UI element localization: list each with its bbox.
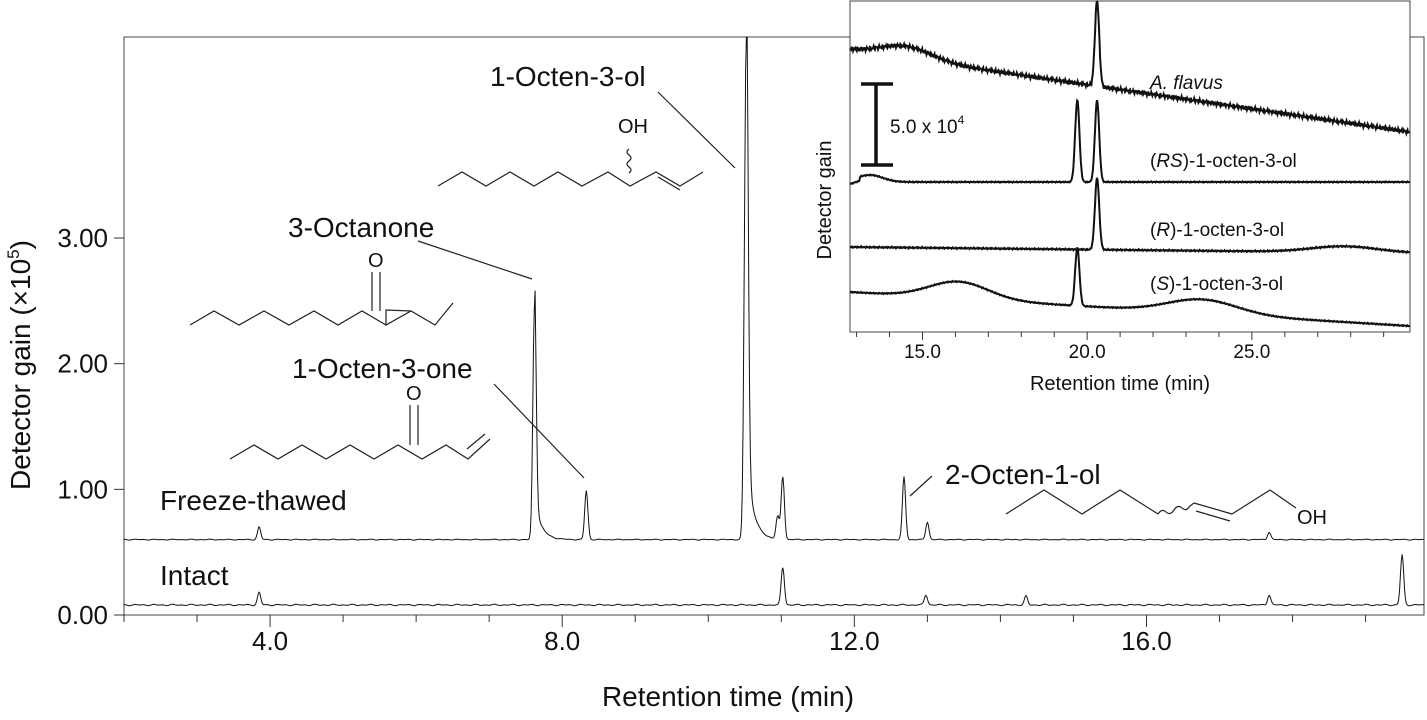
structure-1-octen-3-one bbox=[229, 405, 491, 460]
inset-trace-r bbox=[849, 177, 1411, 255]
y-tick-label: 0.00 bbox=[57, 600, 108, 630]
scale-bar bbox=[861, 82, 893, 167]
structure-2-octen-1-ol-oh-label: OH bbox=[1297, 507, 1327, 529]
trace-intact bbox=[123, 554, 1425, 607]
x-axis-label: Retention time (min) bbox=[602, 681, 854, 712]
leader-2-octen-1-ol bbox=[909, 475, 933, 497]
structure-1-octen-3-ol-oh-label: OH bbox=[618, 116, 648, 138]
annotation-1-octen-3-ol: 1-Octen-3-ol bbox=[490, 61, 646, 92]
y-tick-label: 3.00 bbox=[57, 223, 108, 253]
leader-1-octen-3-one bbox=[493, 383, 585, 479]
x-tick-label: 12.0 bbox=[829, 626, 880, 656]
structure-3-octanone-o-label: O bbox=[368, 250, 384, 272]
annotation-1-octen-3-one: 1-Octen-3-one bbox=[292, 353, 473, 384]
series-label-freeze-thawed: Freeze-thawed bbox=[160, 485, 347, 516]
inset-x-tick-label: 25.0 bbox=[1233, 342, 1270, 363]
y-tick-label: 1.00 bbox=[57, 474, 108, 504]
x-tick-label: 16.0 bbox=[1121, 626, 1172, 656]
scale-bar-label: 5.0 x 104 bbox=[890, 113, 965, 138]
inset-label-s: (S)-1-octen-3-ol bbox=[1150, 274, 1283, 295]
y-tick-label: 2.00 bbox=[57, 349, 108, 379]
series-label-intact: Intact bbox=[160, 560, 229, 591]
x-tick-label: 4.0 bbox=[252, 626, 288, 656]
annotation-2-octen-1-ol: 2-Octen-1-ol bbox=[945, 459, 1101, 490]
leader-3-octanone bbox=[417, 240, 533, 280]
leader-1-octen-3-ol bbox=[657, 91, 736, 169]
inset-trace-rs bbox=[849, 98, 1411, 185]
inset-y-axis-label: Detector gain bbox=[814, 141, 836, 260]
main-x-ticks: 4.0 8.0 12.0 16.0 bbox=[123, 615, 1367, 656]
inset-x-tick-label: 15.0 bbox=[904, 342, 941, 363]
structure-3-octanone bbox=[189, 272, 454, 326]
inset-label-a-flavus: A. flavus bbox=[1149, 73, 1223, 94]
annotation-3-octanone: 3-Octanone bbox=[288, 212, 434, 243]
y-axis-label: Detector gain (×105) bbox=[4, 240, 36, 490]
structure-2-octen-1-ol bbox=[1005, 489, 1297, 522]
trace-freeze-thawed bbox=[123, 36, 1424, 541]
main-plot-frame bbox=[123, 36, 1425, 616]
inset-trace-a-flavus bbox=[849, 0, 1411, 137]
structure-1-octen-3-one-o-label: O bbox=[406, 383, 422, 405]
main-chart: 4.0 8.0 12.0 16.0 0.00 1.00 2.00 3.00 Retentio… bbox=[4, 36, 1425, 712]
inset-plot-frame bbox=[849, 0, 1411, 333]
inset-x-tick-label: 20.0 bbox=[1069, 342, 1106, 363]
inset-x-axis-label: Retention time (min) bbox=[1030, 373, 1210, 395]
inset-x-ticks: 15.0 20.0 25.0 bbox=[856, 332, 1385, 363]
inset-chart: 15.0 20.0 25.0 Retention time (min) Detect… bbox=[814, 0, 1411, 395]
inset-label-r: (R)-1-octen-3-ol bbox=[1150, 220, 1284, 241]
main-y-ticks: 0.00 1.00 2.00 3.00 bbox=[57, 223, 124, 630]
inset-label-rs: (RS)-1-octen-3-ol bbox=[1150, 151, 1297, 172]
structure-1-octen-3-ol bbox=[437, 148, 704, 191]
inset-trace-s bbox=[849, 246, 1411, 328]
x-tick-label: 8.0 bbox=[544, 626, 580, 656]
